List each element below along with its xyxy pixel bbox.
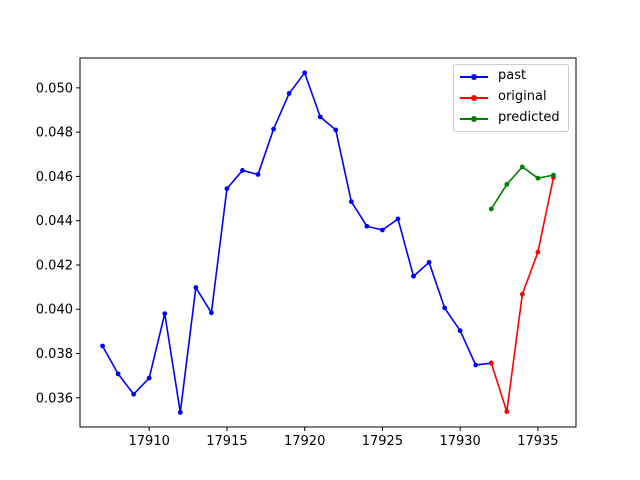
x-tick-label: 17930 bbox=[439, 434, 480, 449]
data-point-past bbox=[255, 172, 261, 177]
legend: past original predicted bbox=[453, 64, 569, 132]
data-point-past bbox=[364, 223, 370, 229]
data-point-past bbox=[395, 216, 401, 222]
legend-label-original: original bbox=[498, 89, 547, 104]
data-point-past bbox=[193, 285, 199, 290]
y-tick-label: 0.036 bbox=[36, 391, 73, 406]
legend-label-past: past bbox=[498, 68, 527, 83]
y-tick-label: 0.048 bbox=[36, 126, 73, 141]
legend-marker-predicted bbox=[471, 116, 477, 122]
legend-label-predicted: predicted bbox=[498, 110, 560, 125]
legend-item-predicted: predicted bbox=[454, 109, 570, 129]
data-point-past bbox=[457, 328, 463, 334]
series-original bbox=[488, 175, 556, 415]
data-point-past bbox=[442, 305, 448, 311]
data-point-past bbox=[208, 310, 214, 316]
data-point-past bbox=[333, 127, 339, 133]
data-point-past bbox=[131, 391, 137, 397]
data-point-past bbox=[115, 371, 121, 377]
x-tick-label: 17925 bbox=[362, 434, 403, 449]
series-layer bbox=[100, 70, 556, 415]
data-point-predicted bbox=[504, 181, 510, 187]
series-line-past bbox=[101, 72, 492, 414]
data-point-past bbox=[348, 199, 354, 205]
series-past bbox=[100, 70, 494, 415]
data-point-predicted bbox=[519, 164, 525, 170]
data-point-past bbox=[100, 343, 105, 349]
y-tick-label: 0.044 bbox=[36, 214, 73, 229]
legend-marker-original bbox=[471, 95, 477, 101]
data-point-past bbox=[240, 168, 245, 173]
legend-item-past: past bbox=[454, 67, 570, 87]
y-tick-label: 0.042 bbox=[36, 258, 73, 273]
plot-frame bbox=[79, 57, 577, 428]
data-point-past bbox=[162, 311, 168, 317]
data-point-predicted bbox=[551, 172, 556, 178]
data-point-past bbox=[224, 186, 230, 191]
y-tick-label: 0.050 bbox=[36, 81, 73, 96]
data-point-past bbox=[426, 259, 432, 265]
data-point-past bbox=[473, 362, 479, 368]
series-predicted bbox=[488, 164, 556, 212]
y-tick-label: 0.046 bbox=[36, 170, 73, 185]
series-line-predicted bbox=[490, 166, 554, 210]
x-tick-label: 17920 bbox=[284, 434, 325, 449]
x-tick-label: 17935 bbox=[517, 434, 558, 449]
data-point-original bbox=[519, 291, 525, 297]
data-point-past bbox=[286, 91, 292, 96]
data-point-past bbox=[411, 273, 416, 279]
y-tick-label: 0.038 bbox=[36, 347, 73, 362]
data-point-original bbox=[535, 249, 541, 255]
legend-marker-past bbox=[471, 74, 477, 80]
data-point-past bbox=[271, 126, 276, 132]
data-point-predicted bbox=[488, 206, 494, 212]
data-point-past bbox=[177, 409, 183, 415]
data-point-past bbox=[317, 114, 323, 120]
x-axis: 17910 17915 17920 17925 17930 17935 bbox=[129, 427, 559, 449]
y-axis: 0.036 0.038 0.040 0.042 0.044 0.046 0.048 0.050 bbox=[36, 81, 80, 406]
legend-item-original: original bbox=[454, 88, 570, 108]
y-tick-label: 0.040 bbox=[36, 303, 73, 318]
data-point-original bbox=[488, 360, 494, 366]
x-tick-label: 17915 bbox=[206, 434, 247, 449]
data-point-original bbox=[504, 409, 510, 415]
data-point-past bbox=[146, 375, 152, 381]
x-tick-label: 17910 bbox=[129, 434, 170, 449]
data-point-predicted bbox=[535, 175, 541, 181]
data-point-past bbox=[302, 70, 308, 76]
data-point-past bbox=[380, 227, 385, 233]
